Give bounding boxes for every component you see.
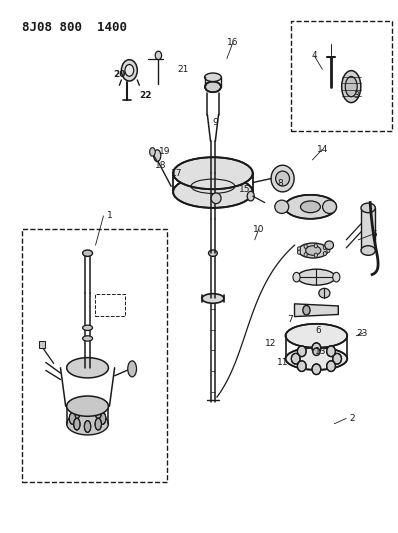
Ellipse shape [306,246,321,255]
Text: 7: 7 [288,316,293,324]
Ellipse shape [323,252,326,256]
Text: 10: 10 [253,225,264,233]
Bar [291,21,392,131]
Ellipse shape [95,418,101,430]
Bar [39,341,45,348]
Ellipse shape [83,336,92,341]
Bar [361,208,375,251]
Ellipse shape [327,248,330,253]
Ellipse shape [297,346,306,357]
Ellipse shape [211,193,221,204]
Ellipse shape [319,288,330,298]
Ellipse shape [298,243,328,258]
Ellipse shape [341,71,361,103]
Text: 8J08 800  1400: 8J08 800 1400 [22,21,127,34]
Text: 12: 12 [265,340,276,348]
Ellipse shape [286,324,347,348]
Text: 13: 13 [315,348,326,356]
Ellipse shape [173,157,253,189]
Ellipse shape [83,325,92,330]
Ellipse shape [323,200,337,214]
Ellipse shape [121,60,137,81]
Ellipse shape [67,358,108,378]
Ellipse shape [202,294,224,303]
Text: 6: 6 [316,326,321,335]
Ellipse shape [313,348,320,356]
Ellipse shape [323,245,326,249]
Ellipse shape [297,247,300,251]
Ellipse shape [205,82,221,92]
Ellipse shape [361,203,375,213]
Ellipse shape [95,407,101,418]
Ellipse shape [297,361,306,372]
Text: 8: 8 [278,180,283,188]
Ellipse shape [154,150,161,161]
Ellipse shape [173,176,253,208]
Ellipse shape [128,361,137,377]
Text: 1: 1 [107,212,112,220]
Ellipse shape [312,343,321,353]
Polygon shape [295,304,338,317]
Bar [95,294,125,316]
Ellipse shape [327,346,336,357]
Ellipse shape [74,407,80,418]
Ellipse shape [205,73,221,82]
Text: 9: 9 [212,118,218,127]
Ellipse shape [209,250,217,256]
Text: 17: 17 [172,169,183,177]
Bar [22,229,167,482]
Text: 20: 20 [113,70,126,79]
Text: 19: 19 [160,148,171,156]
Text: 4: 4 [312,52,317,60]
Ellipse shape [300,201,320,213]
Ellipse shape [285,195,336,219]
Ellipse shape [361,246,375,255]
Ellipse shape [271,165,294,192]
Ellipse shape [314,253,318,257]
Ellipse shape [84,405,91,416]
Text: 11: 11 [277,358,288,367]
Ellipse shape [286,348,347,370]
Ellipse shape [155,51,162,60]
Ellipse shape [298,269,336,285]
Text: 23: 23 [357,329,368,337]
Text: 18: 18 [156,161,167,169]
Ellipse shape [275,171,289,186]
Text: 2: 2 [349,414,355,423]
Text: 14: 14 [317,145,328,154]
Text: 5: 5 [371,230,377,239]
Ellipse shape [84,421,91,432]
Ellipse shape [304,244,307,248]
Ellipse shape [74,418,80,430]
Ellipse shape [150,148,155,156]
Ellipse shape [247,191,254,201]
Text: 22: 22 [139,92,152,100]
Ellipse shape [327,361,336,372]
Ellipse shape [325,241,334,249]
Ellipse shape [83,250,92,256]
Ellipse shape [291,353,300,364]
Ellipse shape [297,250,300,254]
Text: 16: 16 [227,38,238,47]
Text: 21: 21 [178,65,189,74]
Text: 3: 3 [353,92,359,100]
Ellipse shape [312,364,321,375]
Ellipse shape [304,253,307,257]
Ellipse shape [345,77,357,97]
Ellipse shape [303,305,310,315]
Ellipse shape [275,200,289,214]
Ellipse shape [293,272,300,282]
Ellipse shape [314,244,318,248]
Ellipse shape [69,413,76,424]
Ellipse shape [333,353,341,364]
Ellipse shape [333,272,340,282]
Ellipse shape [67,413,108,435]
Ellipse shape [125,64,134,76]
Ellipse shape [100,413,106,424]
Ellipse shape [67,396,108,416]
Text: 15: 15 [239,185,250,193]
